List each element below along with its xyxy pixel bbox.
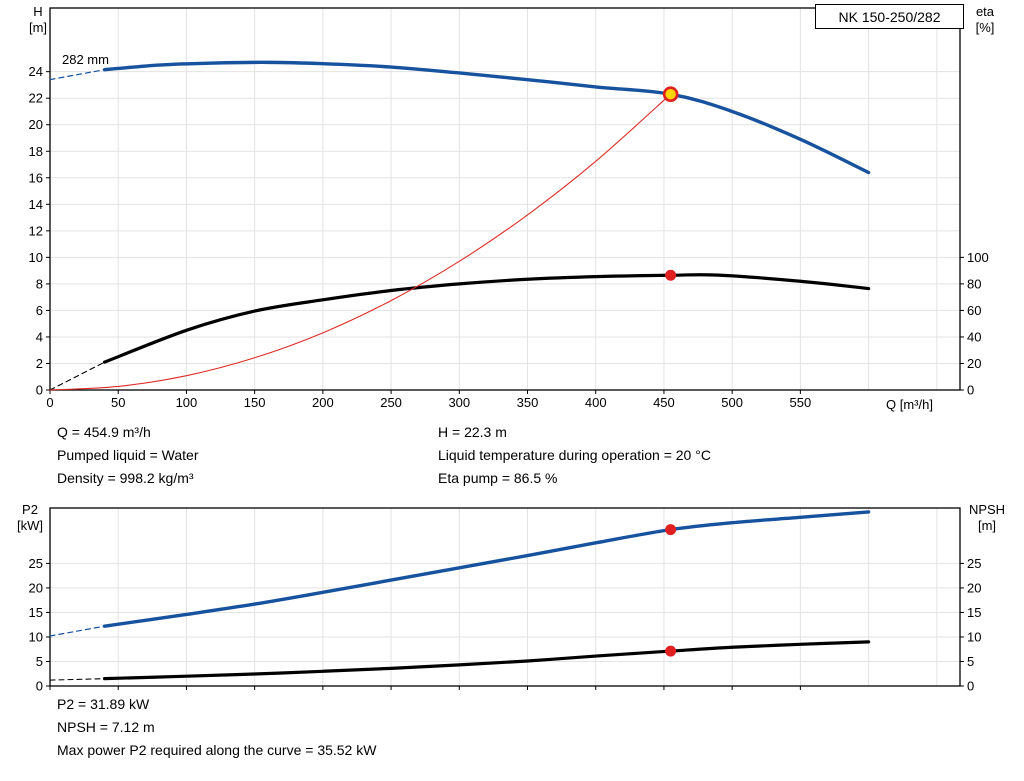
y-left-tick-label: 12 — [29, 223, 43, 238]
y-right-tick-label: 10 — [967, 629, 981, 644]
x-tick-label: 250 — [380, 395, 402, 410]
y-right-tick-label: 80 — [967, 276, 981, 291]
y-left-tick-label: 4 — [36, 329, 43, 344]
info-head: H = 22.3 m — [438, 424, 507, 440]
x-tick-label: 400 — [585, 395, 607, 410]
operating-info-right: H = 22.3 m Liquid temperature during ope… — [438, 421, 711, 490]
p2-curve — [102, 510, 871, 628]
y-left-tick-label: 14 — [29, 197, 43, 212]
x-tick-label: 0 — [46, 395, 53, 410]
y-right-tick-label: 0 — [967, 679, 974, 694]
y-right-tick-label: 0 — [967, 383, 974, 398]
y-right-tick-label: 20 — [967, 356, 981, 371]
x-tick-label: 200 — [312, 395, 334, 410]
npsh-curve-dashed — [49, 678, 106, 681]
x-tick-label: 100 — [176, 395, 198, 410]
operating-info-left: Q = 454.9 m³/h Pumped liquid = Water Den… — [57, 421, 199, 490]
info-max-power: Max power P2 required along the curve = … — [57, 742, 377, 758]
p2-curve-dashed — [49, 625, 106, 637]
y-left-tick-label: 8 — [36, 276, 43, 291]
p2-axis-title-line2: [kW] — [17, 518, 43, 533]
info-npsh: NPSH = 7.12 m — [57, 719, 155, 735]
npsh-axis-title: NPSH [m] — [962, 502, 1012, 534]
eta-curve — [102, 273, 871, 364]
info-density: Density = 998.2 kg/m³ — [57, 470, 194, 486]
head-curve — [102, 60, 871, 175]
y-left-tick-label: 15 — [29, 605, 43, 620]
x-tick-label: 350 — [517, 395, 539, 410]
y-right-tick-label: 15 — [967, 605, 981, 620]
npsh-curve — [102, 640, 871, 681]
plot-frame — [49, 7, 961, 391]
y-left-tick-label: 24 — [29, 64, 43, 79]
info-liquid-temperature: Liquid temperature during operation = 20… — [438, 447, 711, 463]
x-tick-label: 450 — [653, 395, 675, 410]
npsh-axis-title-line2: [m] — [977, 518, 997, 533]
npsh-point-marker — [665, 645, 677, 657]
info-p2: P2 = 31.89 kW — [57, 696, 150, 712]
info-flow: Q = 454.9 m³/h — [57, 424, 151, 440]
eta-axis-title-line2: [%] — [975, 20, 995, 35]
head-curve-dashed — [49, 69, 106, 81]
h-axis-title: H [m] — [24, 4, 52, 36]
y-left-tick-label: 18 — [29, 144, 43, 159]
y-left-tick-label: 2 — [36, 356, 43, 371]
y-left-tick-label: 6 — [36, 303, 43, 318]
h-axis-title-line2: [m] — [28, 20, 48, 35]
plot-frame — [49, 507, 961, 687]
p2-point-marker — [665, 524, 677, 536]
eta-curve-dashed — [49, 361, 106, 391]
y-left-tick-label: 10 — [29, 629, 43, 644]
eta-point-marker — [665, 269, 677, 281]
x-tick-label: 150 — [244, 395, 266, 410]
h-axis-title-line1: H — [33, 4, 43, 19]
info-eta-pump: Eta pump = 86.5 % — [438, 470, 558, 486]
y-right-tick-label: 40 — [967, 329, 981, 344]
eta-axis-title-line1: eta — [975, 4, 995, 19]
y-left-tick-label: 20 — [29, 580, 43, 595]
x-tick-label: 500 — [721, 395, 743, 410]
x-tick-label: 50 — [111, 395, 125, 410]
power-npsh-info: P2 = 31.89 kW NPSH = 7.12 m Max power P2… — [57, 693, 376, 762]
p2-axis-title-line1: P2 — [22, 502, 38, 517]
y-right-tick-label: 60 — [967, 303, 981, 318]
system-curve — [49, 93, 672, 391]
duty-point-marker — [662, 86, 679, 103]
y-left-tick-label: 0 — [36, 383, 43, 398]
pump-model-box: NK 150-250/282 — [815, 4, 964, 29]
y-left-tick-label: 25 — [29, 556, 43, 571]
y-left-tick-label: 22 — [29, 91, 43, 106]
y-right-tick-label: 20 — [967, 580, 981, 595]
pump-model-label: NK 150-250/282 — [838, 8, 941, 25]
npsh-axis-title-line1: NPSH — [968, 502, 1006, 517]
x-tick-label: 300 — [448, 395, 470, 410]
y-left-tick-label: 10 — [29, 250, 43, 265]
y-left-tick-label: 5 — [36, 654, 43, 669]
y-right-tick-label: 100 — [967, 250, 989, 265]
p2-axis-title: P2 [kW] — [10, 502, 50, 534]
y-left-tick-label: 0 — [36, 679, 43, 694]
x-tick-label: 550 — [790, 395, 812, 410]
y-right-tick-label: 25 — [967, 556, 981, 571]
q-axis-title: Q [m³/h] — [886, 397, 933, 412]
y-left-tick-label: 20 — [29, 117, 43, 132]
eta-axis-title: eta [%] — [967, 4, 1003, 36]
y-right-tick-label: 5 — [967, 654, 974, 669]
info-pumped-liquid: Pumped liquid = Water — [57, 447, 199, 463]
impeller-diameter-label: 282 mm — [62, 52, 109, 67]
y-left-tick-label: 16 — [29, 170, 43, 185]
